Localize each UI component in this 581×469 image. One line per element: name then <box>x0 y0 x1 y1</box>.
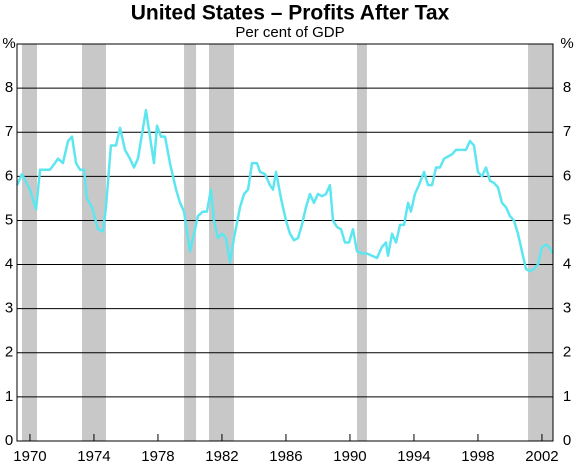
y2-tick-label: 7 <box>563 123 571 140</box>
line-series <box>15 108 555 273</box>
recession-band <box>209 44 234 441</box>
recession-band <box>81 44 106 441</box>
plot-frame <box>16 43 554 442</box>
y2-tick-label: 0 <box>563 432 571 449</box>
y2-tick-label: 4 <box>563 256 571 273</box>
recession-band <box>528 44 553 441</box>
y2-tick-label: 1 <box>563 388 571 405</box>
x-tick-label: 1998 <box>461 448 494 465</box>
y-tick-label: 4 <box>5 256 13 273</box>
x-tick-label: 1970 <box>13 448 46 465</box>
y2-tick-label: 8 <box>563 79 571 96</box>
recession-band <box>21 44 37 441</box>
chart-subtitle: Per cent of GDP <box>235 24 344 41</box>
recession-band <box>184 44 197 441</box>
y-tick-label: 3 <box>5 300 13 317</box>
y-tick-label: 8 <box>5 79 13 96</box>
y-tick-label: 6 <box>5 167 13 184</box>
recession-band <box>357 44 367 441</box>
y-tick-label: 1 <box>5 388 13 405</box>
x-tick-label: 1986 <box>269 448 302 465</box>
x-tick-label: 1974 <box>77 448 110 465</box>
chart-title: United States – Profits After Tax <box>131 2 450 25</box>
y2-tick-label: 3 <box>563 300 571 317</box>
y-tick-label: 2 <box>5 344 13 361</box>
x-tick-label: 1978 <box>141 448 174 465</box>
y2-tick-label: 5 <box>563 211 571 228</box>
y2-tick-label: 2 <box>563 344 571 361</box>
y-tick-label: 7 <box>5 123 13 140</box>
x-tick-label: 1994 <box>397 448 430 465</box>
y-tick-label: 0 <box>5 432 13 449</box>
x-tick-label: 2002 <box>525 448 558 465</box>
y-tick-label: % <box>2 35 15 52</box>
x-tick-label: 1990 <box>333 448 366 465</box>
y2-tick-label: 6 <box>563 167 571 184</box>
y-tick-label: 5 <box>5 211 13 228</box>
y2-tick-label: % <box>560 35 573 52</box>
x-tick-label: 1982 <box>205 448 238 465</box>
